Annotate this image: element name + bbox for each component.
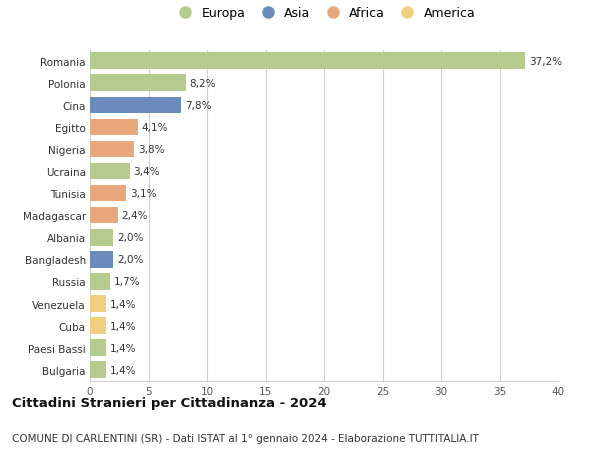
Text: 1,7%: 1,7% bbox=[113, 277, 140, 287]
Bar bbox=[90, 75, 186, 92]
Text: 1,4%: 1,4% bbox=[110, 365, 136, 375]
Text: 2,0%: 2,0% bbox=[117, 255, 143, 265]
Bar bbox=[90, 97, 181, 114]
Bar bbox=[90, 318, 106, 334]
Text: 1,4%: 1,4% bbox=[110, 299, 136, 309]
Bar bbox=[90, 362, 106, 378]
Bar bbox=[90, 119, 138, 136]
Bar bbox=[90, 53, 525, 70]
Text: 7,8%: 7,8% bbox=[185, 101, 211, 111]
Text: COMUNE DI CARLENTINI (SR) - Dati ISTAT al 1° gennaio 2024 - Elaborazione TUTTITA: COMUNE DI CARLENTINI (SR) - Dati ISTAT a… bbox=[12, 433, 479, 442]
Bar bbox=[90, 340, 106, 356]
Bar bbox=[90, 274, 110, 290]
Text: 1,4%: 1,4% bbox=[110, 321, 136, 331]
Bar bbox=[90, 163, 130, 180]
Text: 4,1%: 4,1% bbox=[142, 123, 168, 133]
Text: 8,2%: 8,2% bbox=[190, 78, 216, 89]
Bar bbox=[90, 230, 113, 246]
Text: 3,8%: 3,8% bbox=[138, 145, 164, 155]
Bar bbox=[90, 185, 126, 202]
Text: 2,0%: 2,0% bbox=[117, 233, 143, 243]
Text: Cittadini Stranieri per Cittadinanza - 2024: Cittadini Stranieri per Cittadinanza - 2… bbox=[12, 396, 326, 409]
Bar bbox=[90, 296, 106, 312]
Bar bbox=[90, 252, 113, 268]
Text: 37,2%: 37,2% bbox=[529, 56, 562, 67]
Text: 3,4%: 3,4% bbox=[133, 167, 160, 177]
Text: 3,1%: 3,1% bbox=[130, 189, 156, 199]
Bar bbox=[90, 141, 134, 158]
Legend: Europa, Asia, Africa, America: Europa, Asia, Africa, America bbox=[173, 7, 475, 20]
Text: 1,4%: 1,4% bbox=[110, 343, 136, 353]
Text: 2,4%: 2,4% bbox=[122, 211, 148, 221]
Bar bbox=[90, 207, 118, 224]
